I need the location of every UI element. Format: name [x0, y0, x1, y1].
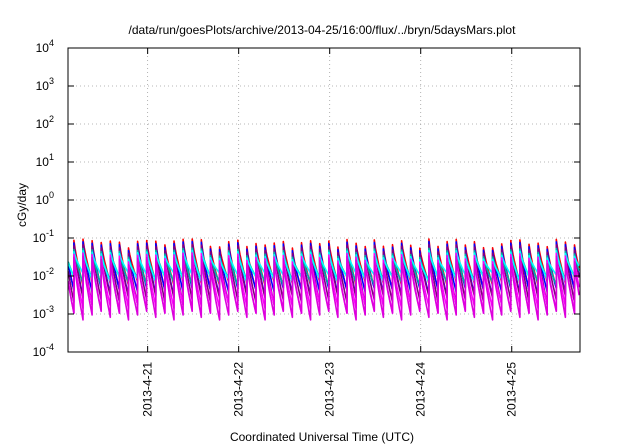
x-tick-label: 2013-4-22	[232, 362, 246, 417]
y-tick-exponent: 2	[49, 114, 54, 124]
y-axis-label: cGy/day	[15, 183, 29, 227]
y-tick-label: 10-3	[33, 304, 54, 321]
x-axis-label: Coordinated Universal Time (UTC)	[230, 430, 414, 444]
y-tick-exponent: -1	[46, 228, 54, 238]
y-tick-base: 10	[33, 345, 47, 359]
data-series-line	[67, 249, 580, 283]
y-tick-exponent: 1	[49, 152, 54, 162]
x-tick-label: 2013-4-25	[505, 362, 519, 417]
y-tick-base: 10	[36, 79, 50, 93]
y-tick-base: 10	[33, 231, 47, 245]
chart-title: /data/run/goesPlots/archive/2013-04-25/1…	[129, 23, 517, 37]
y-tick-label: 10-1	[33, 228, 54, 245]
x-tick-label: 2013-4-24	[414, 362, 428, 417]
y-tick-label: 104	[36, 38, 54, 55]
x-axis: 2013-4-21 2013-4-22 2013-4-23 2013-4-24 2013…	[141, 48, 519, 417]
y-tick-exponent: 4	[49, 38, 54, 48]
y-tick-base: 10	[33, 269, 47, 283]
y-tick-label: 100	[36, 190, 54, 207]
y-tick-base: 10	[36, 193, 50, 207]
x-tick-label: 2013-4-23	[323, 362, 337, 417]
y-tick-exponent: -3	[46, 304, 54, 314]
y-tick-base: 10	[36, 117, 50, 131]
y-tick-label: 101	[36, 152, 54, 169]
y-tick-label: 103	[36, 76, 54, 93]
y-tick-exponent: 0	[49, 190, 54, 200]
x-tick-label: 2013-4-21	[141, 362, 155, 417]
series-layer	[67, 238, 580, 321]
y-tick-base: 10	[33, 307, 47, 321]
y-tick-label: 102	[36, 114, 54, 131]
data-series-line	[67, 255, 580, 321]
y-tick-exponent: -4	[46, 342, 54, 352]
grid	[68, 48, 580, 352]
y-tick-label: 10-4	[33, 342, 54, 359]
y-tick-exponent: 3	[49, 76, 54, 86]
y-tick-base: 10	[36, 41, 50, 55]
y-tick-exponent: -2	[46, 266, 54, 276]
y-tick-base: 10	[36, 155, 50, 169]
y-tick-label: 10-2	[33, 266, 54, 283]
